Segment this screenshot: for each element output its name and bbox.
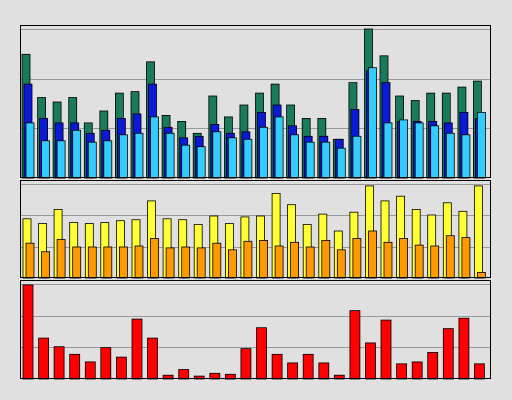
plot-frame-1 [20, 25, 491, 178]
bar-p2-s2-12 [196, 247, 206, 279]
bar-p1-s3-7 [119, 134, 128, 179]
bar-p1-s3-18 [290, 134, 300, 179]
bar-p1-s3-2 [41, 140, 50, 179]
bar-p1-s3-21 [336, 147, 346, 179]
bar-p2-s2-27 [430, 245, 440, 279]
bar-p3-s1-3 [53, 346, 65, 380]
bar-p2-s2-4 [72, 246, 82, 279]
bar-p2-s2-23 [368, 230, 377, 279]
bar-p3-s1-20 [318, 362, 330, 380]
bar-p1-s3-24 [383, 122, 393, 179]
bar-p1-s3-14 [227, 137, 237, 179]
bar-p2-s2-7 [119, 246, 128, 279]
bar-p1-s3-13 [212, 131, 222, 179]
bar-p1-s3-5 [87, 141, 97, 179]
bar-p1-s3-23 [368, 67, 377, 179]
bar-p3-s1-1 [22, 284, 34, 380]
bar-p3-s1-16 [256, 327, 267, 380]
bar-p3-s1-23 [365, 342, 376, 380]
bar-p1-s3-27 [430, 125, 440, 179]
bar-p1-s3-12 [196, 146, 206, 179]
bar-p2-s2-11 [181, 246, 191, 279]
bar-p2-s2-21 [336, 249, 346, 279]
bar-p2-s2-18 [290, 241, 300, 279]
bar-p1-s3-20 [321, 141, 331, 179]
bar-p2-s2-26 [414, 244, 424, 279]
bar-p2-s2-17 [274, 245, 284, 279]
bar-p3-s1-29 [458, 317, 470, 380]
chart-panel-3 [20, 280, 491, 380]
plot-frame-3 [20, 280, 491, 379]
bar-p3-s1-24 [380, 319, 392, 380]
bar-p2-s2-22 [352, 238, 362, 279]
bar-p1-s3-4 [72, 129, 82, 179]
bar-p2-s2-24 [383, 241, 393, 279]
bar-p1-s3-15 [243, 138, 253, 179]
bar-p1-s3-11 [181, 144, 191, 179]
bar-p2-s2-1 [25, 242, 35, 279]
bar-p2-s2-19 [305, 246, 315, 279]
bar-p1-s3-30 [476, 112, 486, 179]
bar-p1-s3-1 [25, 122, 35, 179]
bar-p2-s2-10 [165, 247, 175, 279]
bar-p2-s2-8 [134, 245, 144, 279]
chart-panel-2 [20, 180, 491, 279]
bar-p2-s2-13 [212, 242, 222, 279]
bar-p3-s1-9 [147, 337, 158, 380]
bar-p2-s2-9 [150, 238, 159, 279]
bar-p3-s1-18 [287, 362, 299, 380]
bar-p3-s1-4 [69, 353, 81, 380]
bar-p3-s1-17 [271, 353, 283, 380]
bar-p2-s2-3 [56, 239, 66, 279]
bar-p1-s3-8 [134, 132, 144, 179]
bar-p3-s1-15 [240, 348, 252, 380]
bar-p2-s2-2 [41, 251, 50, 279]
bar-p1-s3-28 [445, 132, 455, 179]
bar-p3-s1-14 [224, 373, 236, 380]
bar-p3-s1-7 [116, 356, 127, 380]
bar-p3-s1-19 [302, 353, 314, 380]
bar-p3-s1-25 [396, 363, 408, 380]
bar-p1-s3-6 [103, 140, 113, 179]
bar-p1-s3-9 [150, 116, 159, 179]
bar-p1-s3-22 [352, 135, 362, 179]
bar-p1-s3-25 [399, 119, 409, 179]
bar-p1-s3-3 [56, 140, 66, 179]
bar-p3-s1-30 [473, 363, 485, 380]
bar-p3-s1-27 [427, 351, 439, 380]
bar-p2-s2-15 [243, 240, 253, 279]
bar-p3-s1-6 [100, 347, 112, 380]
bar-p1-s3-19 [305, 141, 315, 179]
bar-p2-s2-16 [259, 239, 268, 279]
bar-p2-s2-28 [445, 235, 455, 279]
bar-p2-s2-20 [321, 239, 331, 279]
bar-p1-s3-16 [259, 126, 268, 179]
bar-p3-s1-2 [38, 337, 49, 380]
bar-p1-s3-26 [414, 122, 424, 179]
bar-p1-s3-17 [274, 116, 284, 179]
bar-p1-s3-10 [165, 132, 175, 179]
bar-p2-s2-6 [103, 246, 113, 279]
bar-p1-s3-29 [461, 134, 471, 179]
plot-frame-2 [20, 180, 491, 278]
bar-p2-s2-5 [87, 246, 97, 279]
bar-p2-s2-29 [461, 237, 471, 279]
bar-p2-s1-30 [473, 185, 483, 279]
bar-p2-s2-25 [399, 238, 409, 279]
bar-p2-s2-14 [227, 249, 237, 279]
bar-p3-s1-11 [178, 369, 190, 380]
chart-panel-1 [20, 25, 491, 179]
bar-p3-s1-28 [442, 328, 454, 380]
bar-p3-s1-26 [411, 361, 423, 380]
bar-p3-s1-5 [84, 361, 96, 380]
bar-p3-s1-22 [349, 310, 361, 380]
bar-p3-s1-8 [131, 318, 143, 380]
